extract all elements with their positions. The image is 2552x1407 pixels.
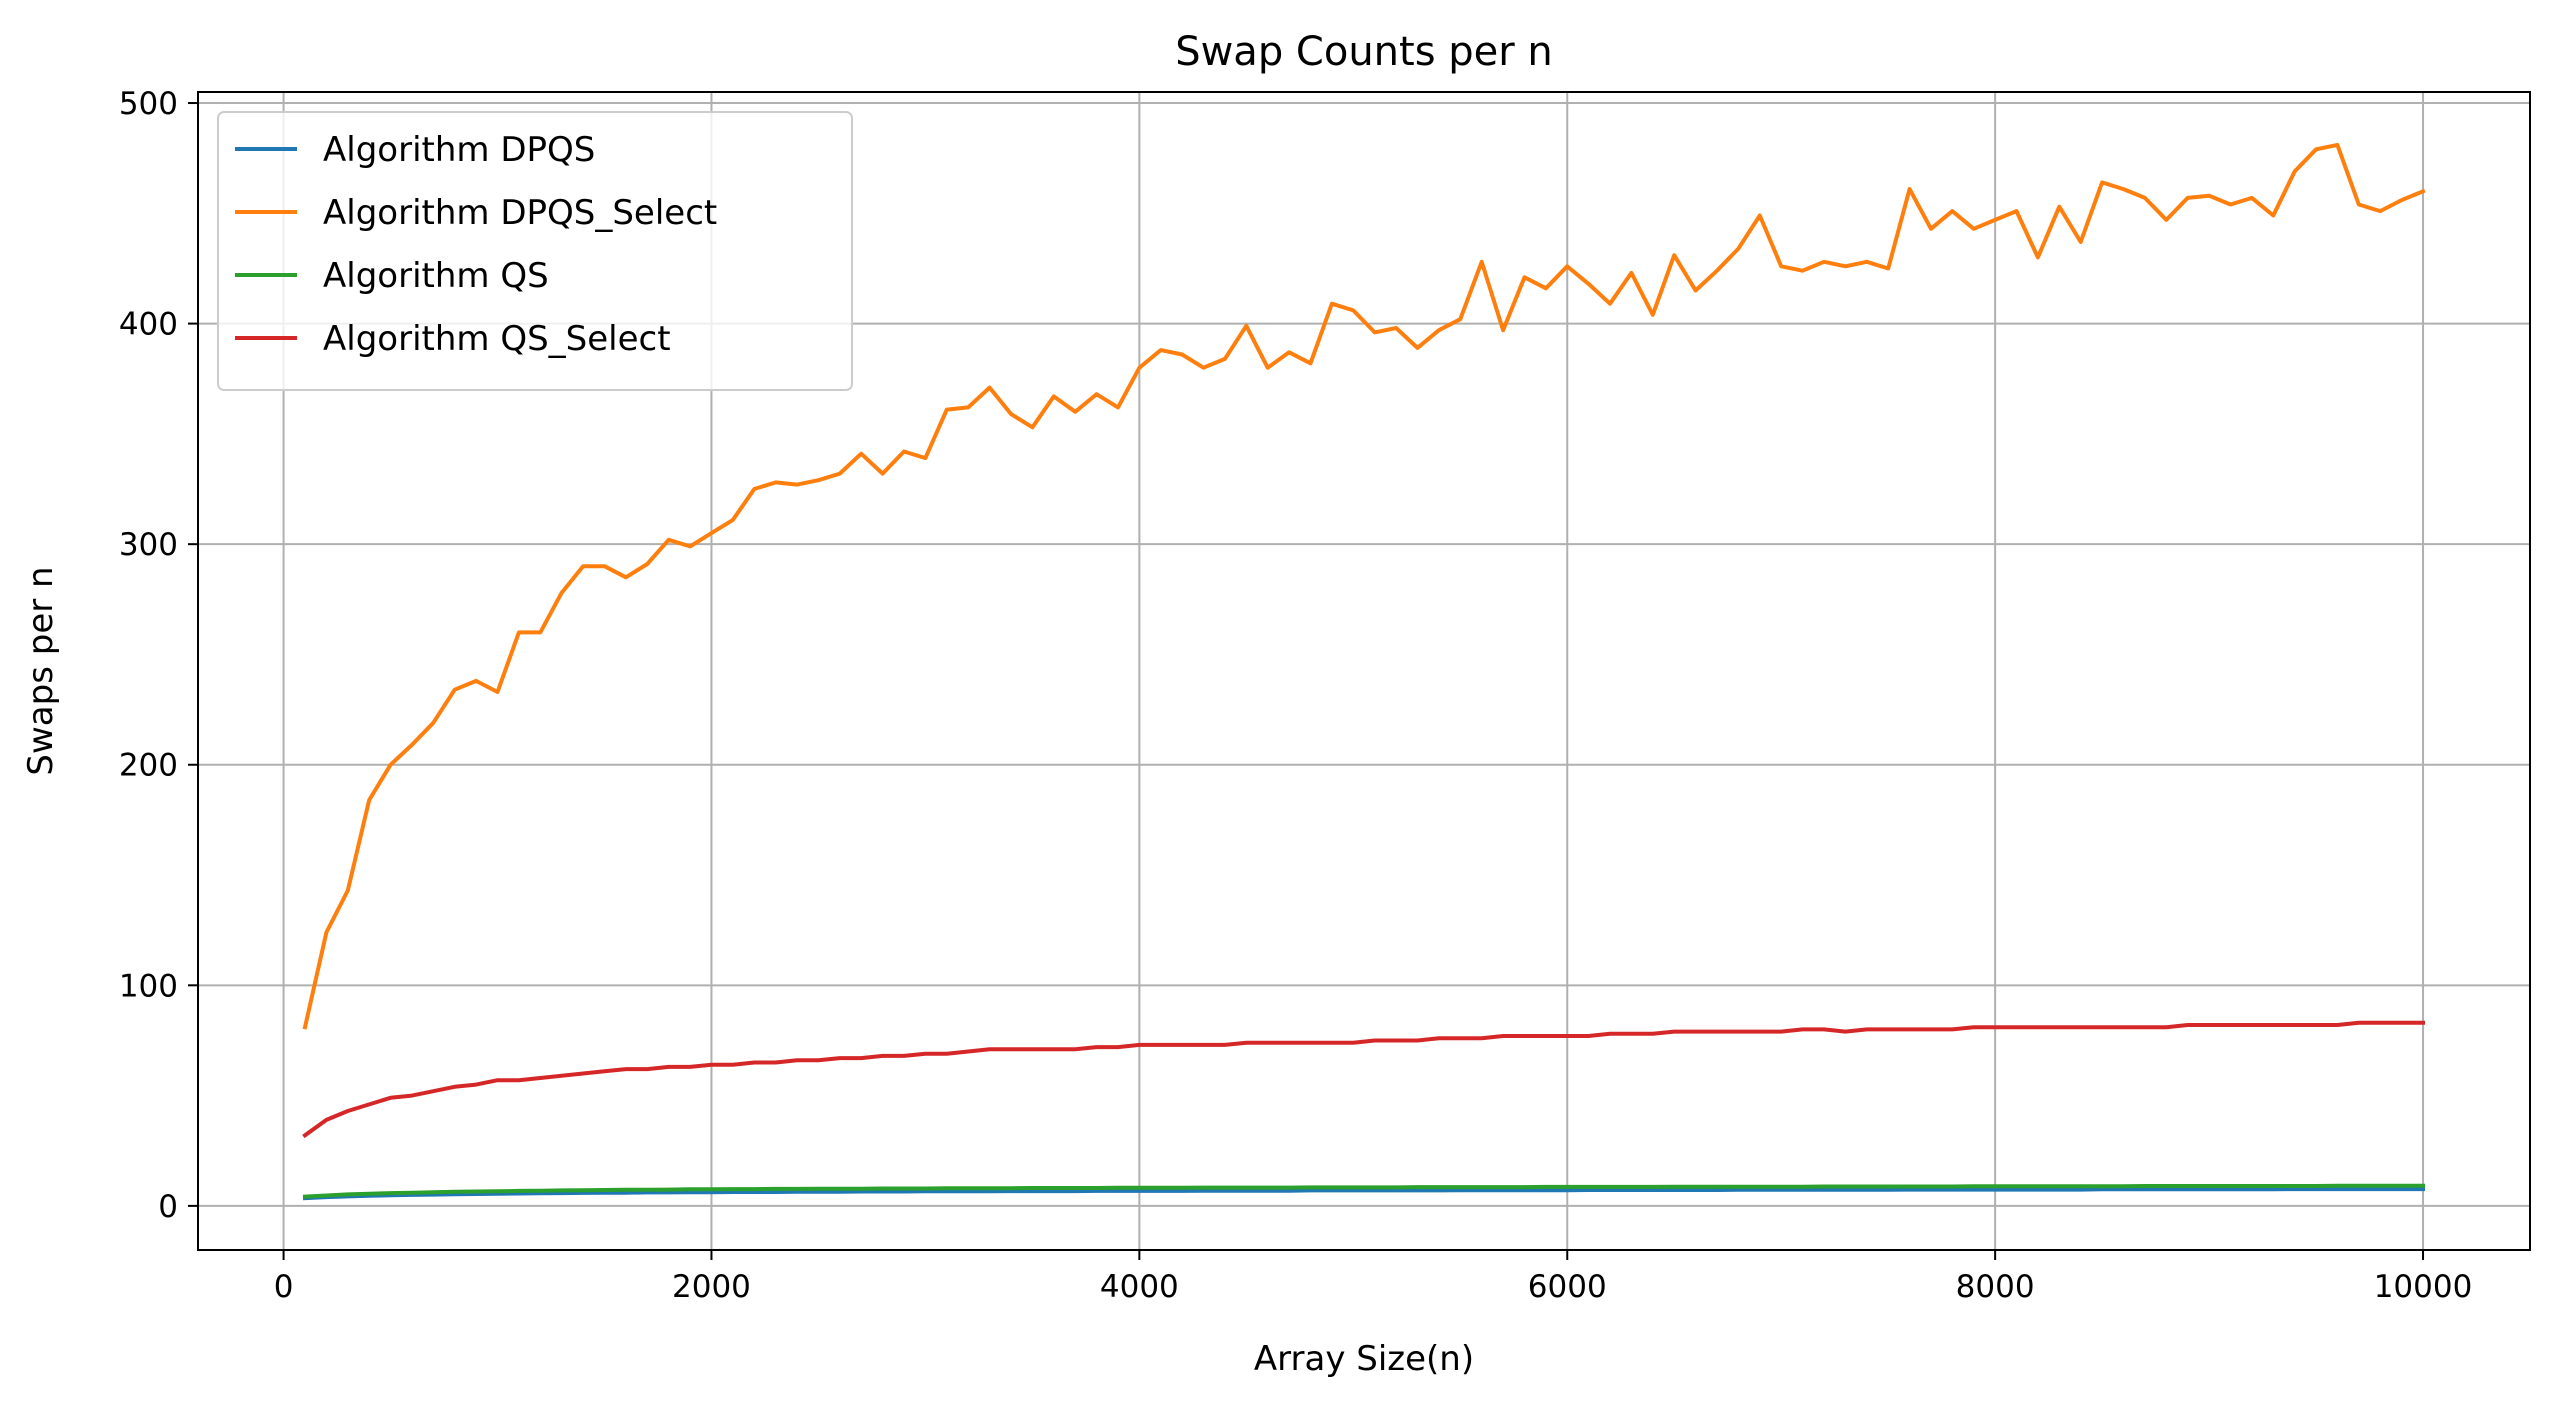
- legend-label: Algorithm DPQS_Select: [323, 193, 717, 233]
- axis-ticks: 0 2000 4000 6000 8000 10000 0 100 200 300 400 500: [119, 86, 2473, 1305]
- y-tick-label: 400: [119, 307, 178, 343]
- y-tick-label: 200: [119, 748, 178, 784]
- x-tick-label: 2000: [672, 1269, 751, 1305]
- y-tick-label: 300: [119, 527, 178, 563]
- x-tick-label: 8000: [1956, 1269, 2035, 1305]
- legend-label: Algorithm QS_Select: [323, 319, 671, 359]
- series-line-3: [302, 1183, 2425, 1199]
- x-tick-label: 6000: [1528, 1269, 1607, 1305]
- y-axis-label: Swaps per n: [21, 566, 61, 775]
- series-line-4: [302, 1020, 2425, 1139]
- legend: Algorithm DPQS Algorithm DPQS_Select Algor…: [217, 111, 853, 391]
- x-tick-label: 10000: [2374, 1269, 2473, 1305]
- legend-box: [217, 111, 853, 391]
- plot-area-frame: [197, 91, 2531, 1251]
- x-axis-label: Array Size(n): [1254, 1339, 1474, 1379]
- series-line-1: [302, 1187, 2425, 1201]
- series-lines: [302, 142, 2426, 1201]
- y-tick-label: 100: [119, 968, 178, 1004]
- y-tick-label: 500: [119, 86, 178, 122]
- y-tick-label: 0: [158, 1189, 178, 1225]
- series-line-2: [302, 142, 2426, 1030]
- chart-title: Swap Counts per n: [1175, 29, 1553, 75]
- legend-label: Algorithm DPQS: [323, 130, 595, 170]
- x-tick-label: 0: [274, 1269, 294, 1305]
- legend-label: Algorithm QS: [323, 256, 549, 296]
- x-tick-label: 4000: [1100, 1269, 1179, 1305]
